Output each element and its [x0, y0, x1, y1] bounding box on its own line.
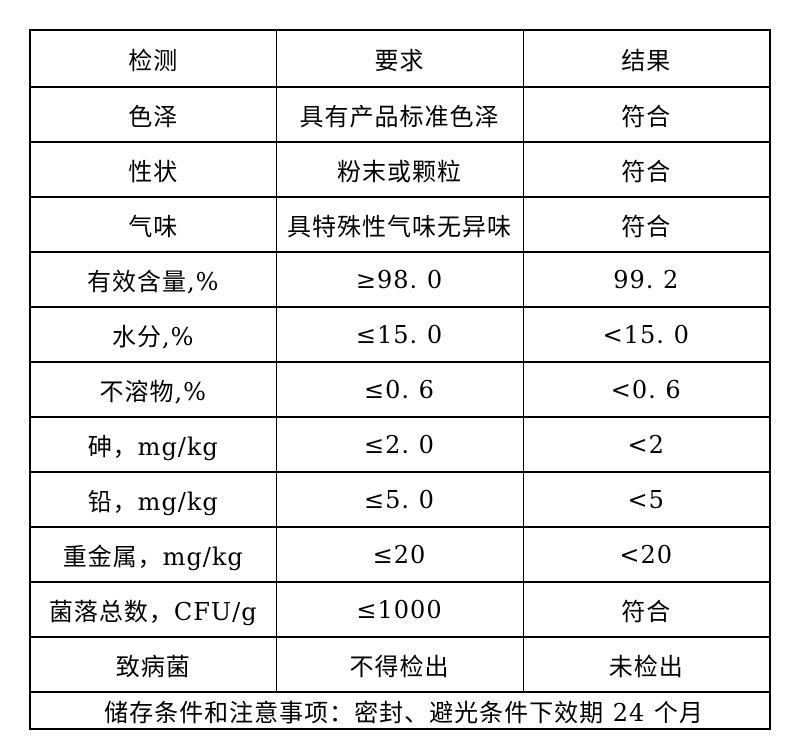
- requirement-cell: ≥98. 0: [275, 251, 524, 308]
- row-color: 色泽 具有产品标准色泽 符合: [29, 86, 771, 143]
- result-cell: <2: [522, 416, 771, 473]
- test-name-cell: 色泽: [29, 86, 277, 143]
- requirement-cell: 具有产品标准色泽: [275, 86, 524, 143]
- result-cell: <20: [522, 526, 771, 583]
- requirement-cell: ≤2. 0: [275, 416, 524, 473]
- test-name-cell: 有效含量,%: [29, 251, 277, 308]
- row-insoluble-matter: 不溶物,% ≤0. 6 <0. 6: [29, 361, 771, 418]
- storage-note-row: 储存条件和注意事项：密封、避光条件下效期 24 个月: [29, 691, 771, 730]
- test-name-cell: 菌落总数，CFU/g: [29, 581, 277, 638]
- row-lead: 铅，mg/kg ≤5. 0 <5: [29, 471, 771, 528]
- result-cell: 符合: [522, 581, 771, 638]
- requirement-cell: ≤5. 0: [275, 471, 524, 528]
- test-name-cell: 不溶物,%: [29, 361, 277, 418]
- test-name-cell: 砷，mg/kg: [29, 416, 277, 473]
- result-cell: <15. 0: [522, 306, 771, 363]
- row-form: 性状 粉末或颗粒 符合: [29, 141, 771, 198]
- result-cell: 符合: [522, 141, 771, 198]
- requirement-cell: ≤1000: [275, 581, 524, 638]
- test-name-cell: 铅，mg/kg: [29, 471, 277, 528]
- storage-note: 储存条件和注意事项：密封、避光条件下效期 24 个月: [29, 691, 771, 730]
- result-cell: 符合: [522, 196, 771, 253]
- row-odor: 气味 具特殊性气味无异味 符合: [29, 196, 771, 253]
- row-moisture: 水分,% ≤15. 0 <15. 0: [29, 306, 771, 363]
- inspection-table: 检测 要求 结果 色泽 具有产品标准色泽 符合 性状 粉末或颗粒 符合 气味 具…: [29, 29, 771, 730]
- requirement-cell: ≤20: [275, 526, 524, 583]
- requirement-cell: ≤15. 0: [275, 306, 524, 363]
- test-name-cell: 致病菌: [29, 636, 277, 693]
- row-total-plate-count: 菌落总数，CFU/g ≤1000 符合: [29, 581, 771, 638]
- requirement-cell: 具特殊性气味无异味: [275, 196, 524, 253]
- requirement-cell: 粉末或颗粒: [275, 141, 524, 198]
- column-header-result: 结果: [522, 29, 771, 88]
- requirement-cell: 不得检出: [275, 636, 524, 693]
- column-header-requirement: 要求: [275, 29, 524, 88]
- row-heavy-metals: 重金属，mg/kg ≤20 <20: [29, 526, 771, 583]
- row-active-content: 有效含量,% ≥98. 0 99. 2: [29, 251, 771, 308]
- test-name-cell: 水分,%: [29, 306, 277, 363]
- test-name-cell: 重金属，mg/kg: [29, 526, 277, 583]
- table-header-row: 检测 要求 结果: [29, 29, 771, 88]
- result-cell: 未检出: [522, 636, 771, 693]
- row-arsenic: 砷，mg/kg ≤2. 0 <2: [29, 416, 771, 473]
- result-cell: 符合: [522, 86, 771, 143]
- test-name-cell: 气味: [29, 196, 277, 253]
- test-name-cell: 性状: [29, 141, 277, 198]
- column-header-test: 检测: [29, 29, 277, 88]
- row-pathogens: 致病菌 不得检出 未检出: [29, 636, 771, 693]
- requirement-cell: ≤0. 6: [275, 361, 524, 418]
- result-cell: <5: [522, 471, 771, 528]
- result-cell: 99. 2: [522, 251, 771, 308]
- result-cell: <0. 6: [522, 361, 771, 418]
